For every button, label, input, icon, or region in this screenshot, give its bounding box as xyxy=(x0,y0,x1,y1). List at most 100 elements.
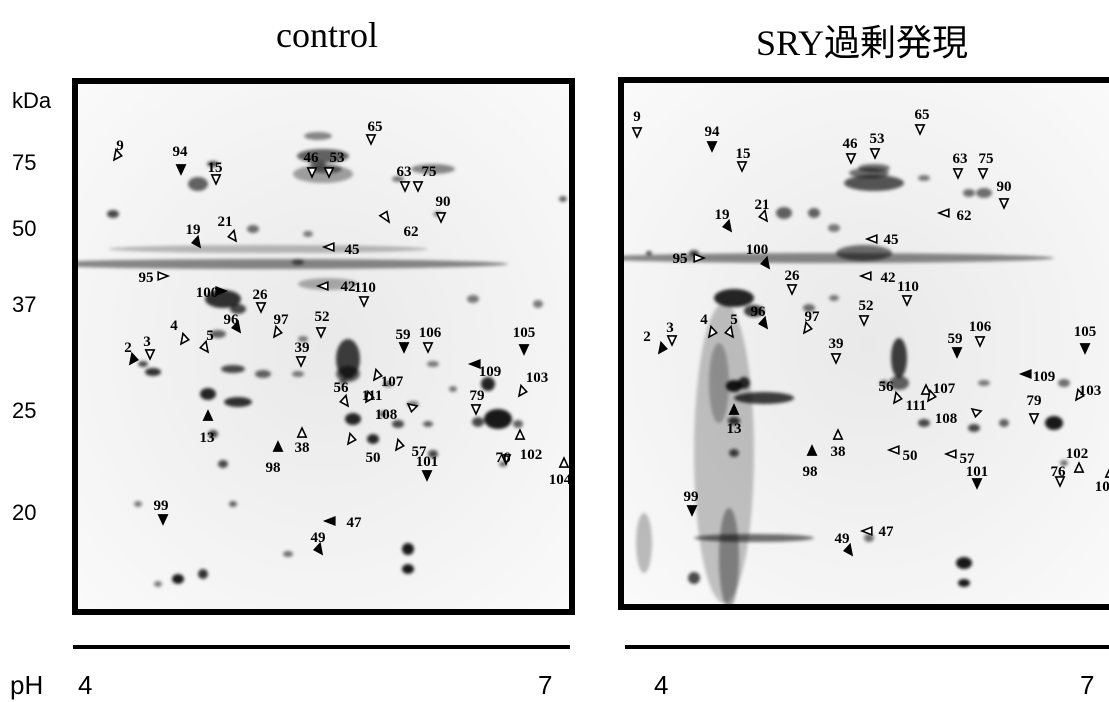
filled-arrowhead-marker xyxy=(398,342,410,354)
filled-arrowhead-marker xyxy=(215,285,229,297)
open-arrowhead-marker xyxy=(936,207,950,219)
protein-spot xyxy=(188,177,208,191)
spot-number-label: 102 xyxy=(520,447,543,463)
protein-spot xyxy=(688,572,700,584)
open-arrowhead-marker xyxy=(412,181,424,193)
open-arrowhead-marker xyxy=(179,331,190,346)
protein-spot xyxy=(694,534,814,542)
protein-spot xyxy=(864,534,874,542)
spot-number-label: 19 xyxy=(715,207,730,223)
spot-number-label: 102 xyxy=(1066,446,1089,462)
protein-spot xyxy=(339,379,347,385)
spot-number-label: 79 xyxy=(470,388,485,404)
protein-spot xyxy=(138,361,148,367)
filled-arrowhead-marker xyxy=(128,351,139,366)
protein-spot xyxy=(423,421,433,427)
spot-number-label: 13 xyxy=(727,421,742,437)
protein-spot xyxy=(210,330,226,338)
protein-spot xyxy=(304,132,332,140)
filled-arrowhead-marker xyxy=(202,409,214,421)
spot-number-label: 47 xyxy=(879,524,895,540)
open-arrowhead-marker xyxy=(323,167,335,179)
spot-number-label: 106 xyxy=(419,325,442,341)
spot-number-label: 49 xyxy=(311,530,326,546)
spot-number-label: 15 xyxy=(736,146,751,162)
spot-number-label: 46 xyxy=(304,150,320,166)
filled-arrowhead-marker xyxy=(686,505,698,517)
protein-spot xyxy=(976,188,992,198)
spot-number-label: 13 xyxy=(200,430,215,446)
open-arrowhead-marker xyxy=(470,404,482,416)
ph-gradient-line-left xyxy=(73,645,570,649)
protein-spot xyxy=(808,208,820,218)
spot-number-label: 101 xyxy=(416,454,439,470)
spot-number-label: 4 xyxy=(700,312,708,328)
spot-number-label: 98 xyxy=(266,460,281,476)
spot-number-label: 106 xyxy=(969,319,992,335)
spot-number-label: 19 xyxy=(186,222,201,238)
spot-number-label: 15 xyxy=(208,160,223,176)
spot-number-label: 75 xyxy=(422,164,437,180)
open-arrowhead-marker xyxy=(977,168,989,180)
open-arrowhead-marker xyxy=(296,426,308,438)
open-arrowhead-marker xyxy=(901,295,913,307)
gel-sry: 9 94 15 46 53 65 63 75 90 62 21 19 45 95 100 42 110 26 97 5… xyxy=(618,77,1109,610)
open-arrowhead-marker xyxy=(1054,476,1066,488)
spot-number-label: 38 xyxy=(831,444,846,460)
spot-number-label: 49 xyxy=(835,531,850,547)
protein-spot xyxy=(918,175,930,181)
open-arrowhead-marker xyxy=(358,296,370,308)
spot-number-label: 76 xyxy=(1051,464,1067,480)
open-arrowhead-marker xyxy=(306,167,318,179)
filled-arrowhead-marker xyxy=(806,444,818,456)
filled-arrowhead-marker xyxy=(467,358,481,370)
spot-number-label: 9 xyxy=(633,109,641,125)
open-arrowhead-marker xyxy=(631,127,643,139)
spot-number-label: 42 xyxy=(341,279,356,295)
protein-spot xyxy=(224,397,252,407)
spot-number-label: 79 xyxy=(1027,393,1042,409)
spot-number-label: 97 xyxy=(805,309,821,325)
spot-number-label: 104 xyxy=(549,472,569,488)
open-arrowhead-marker xyxy=(886,444,900,456)
filled-arrowhead-marker xyxy=(518,344,530,356)
spot-number-label: 53 xyxy=(870,131,885,147)
protein-spot xyxy=(367,434,379,444)
protein-spot xyxy=(918,419,930,427)
open-arrowhead-marker xyxy=(315,280,329,292)
protein-spot xyxy=(255,370,271,378)
spot-number-label: 9 xyxy=(116,138,124,154)
spot-number-label: 46 xyxy=(843,136,859,152)
open-arrowhead-marker xyxy=(858,270,872,282)
open-arrowhead-marker xyxy=(1073,461,1085,473)
open-arrowhead-marker xyxy=(372,367,383,382)
open-arrowhead-marker xyxy=(144,349,156,361)
spot-number-label: 2 xyxy=(643,329,651,345)
spot-number-label: 107 xyxy=(381,374,404,390)
filled-arrowhead-marker xyxy=(758,315,769,330)
spot-number-label: 105 xyxy=(513,325,536,341)
spot-number-label: 109 xyxy=(479,364,502,380)
spot-number-label: 90 xyxy=(436,194,451,210)
protein-spot xyxy=(999,419,1009,427)
ph-left-low: 4 xyxy=(78,670,93,700)
filled-arrowhead-marker xyxy=(231,319,242,334)
protein-spot xyxy=(858,164,890,172)
protein-spot xyxy=(828,224,840,232)
protein-spot xyxy=(694,303,754,603)
protein-spot xyxy=(1045,416,1063,430)
filled-arrowhead-marker xyxy=(157,514,169,526)
spot-number-label: 110 xyxy=(897,279,919,295)
open-arrowhead-marker xyxy=(666,335,678,347)
spot-number-label: 62 xyxy=(957,208,972,224)
spot-number-label: 75 xyxy=(979,151,994,167)
ph-left-high: 7 xyxy=(538,670,553,700)
open-arrowhead-marker xyxy=(272,324,283,339)
protein-spot xyxy=(379,411,387,417)
open-arrowhead-marker xyxy=(859,525,873,537)
protein-spot xyxy=(891,338,907,378)
protein-spot xyxy=(134,501,142,507)
protein-spot xyxy=(292,259,304,265)
open-arrowhead-marker xyxy=(869,148,881,160)
